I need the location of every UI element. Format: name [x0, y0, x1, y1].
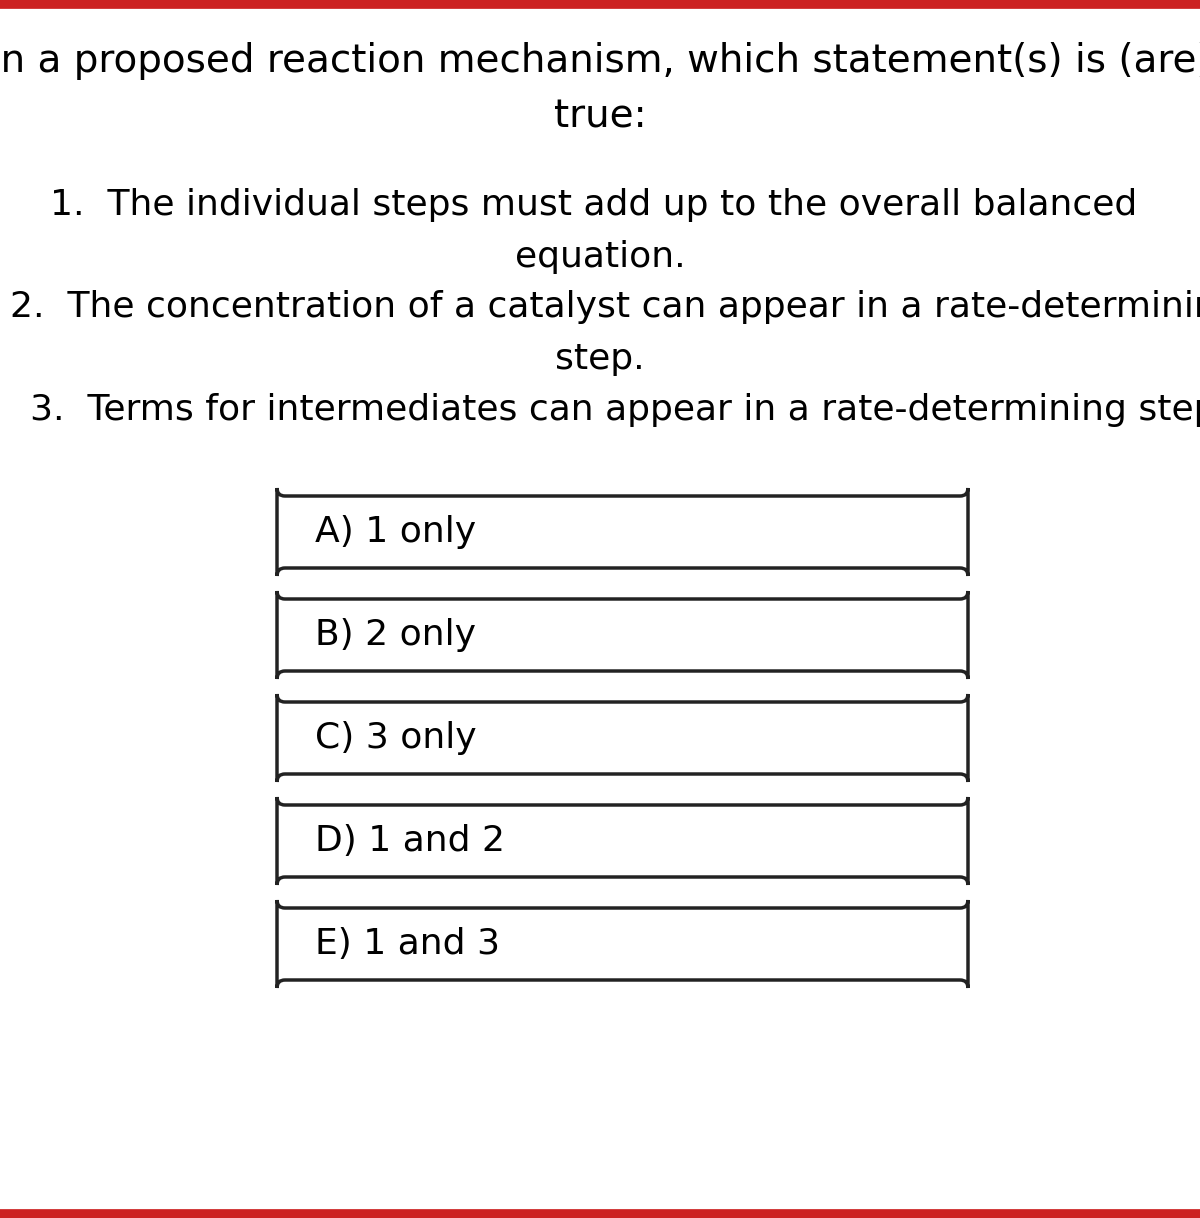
Text: equation.: equation. — [515, 240, 685, 274]
FancyBboxPatch shape — [277, 900, 968, 988]
FancyBboxPatch shape — [277, 488, 968, 576]
FancyBboxPatch shape — [277, 591, 968, 678]
Text: true:: true: — [553, 97, 647, 136]
FancyBboxPatch shape — [277, 694, 968, 782]
Text: A) 1 only: A) 1 only — [314, 515, 476, 549]
Text: 1.  The individual steps must add up to the overall balanced: 1. The individual steps must add up to t… — [50, 188, 1138, 222]
Text: B) 2 only: B) 2 only — [314, 618, 476, 652]
Text: 3.  Terms for intermediates can appear in a rate-determining step.: 3. Terms for intermediates can appear in… — [30, 393, 1200, 428]
Text: C) 3 only: C) 3 only — [314, 721, 476, 755]
Text: step.: step. — [556, 342, 644, 376]
FancyBboxPatch shape — [277, 797, 968, 885]
Text: In a proposed reaction mechanism, which statement(s) is (are): In a proposed reaction mechanism, which … — [0, 41, 1200, 80]
Text: D) 1 and 2: D) 1 and 2 — [314, 825, 505, 857]
Text: E) 1 and 3: E) 1 and 3 — [314, 927, 500, 961]
Text: 2.  The concentration of a catalyst can appear in a rate-determining: 2. The concentration of a catalyst can a… — [10, 290, 1200, 324]
